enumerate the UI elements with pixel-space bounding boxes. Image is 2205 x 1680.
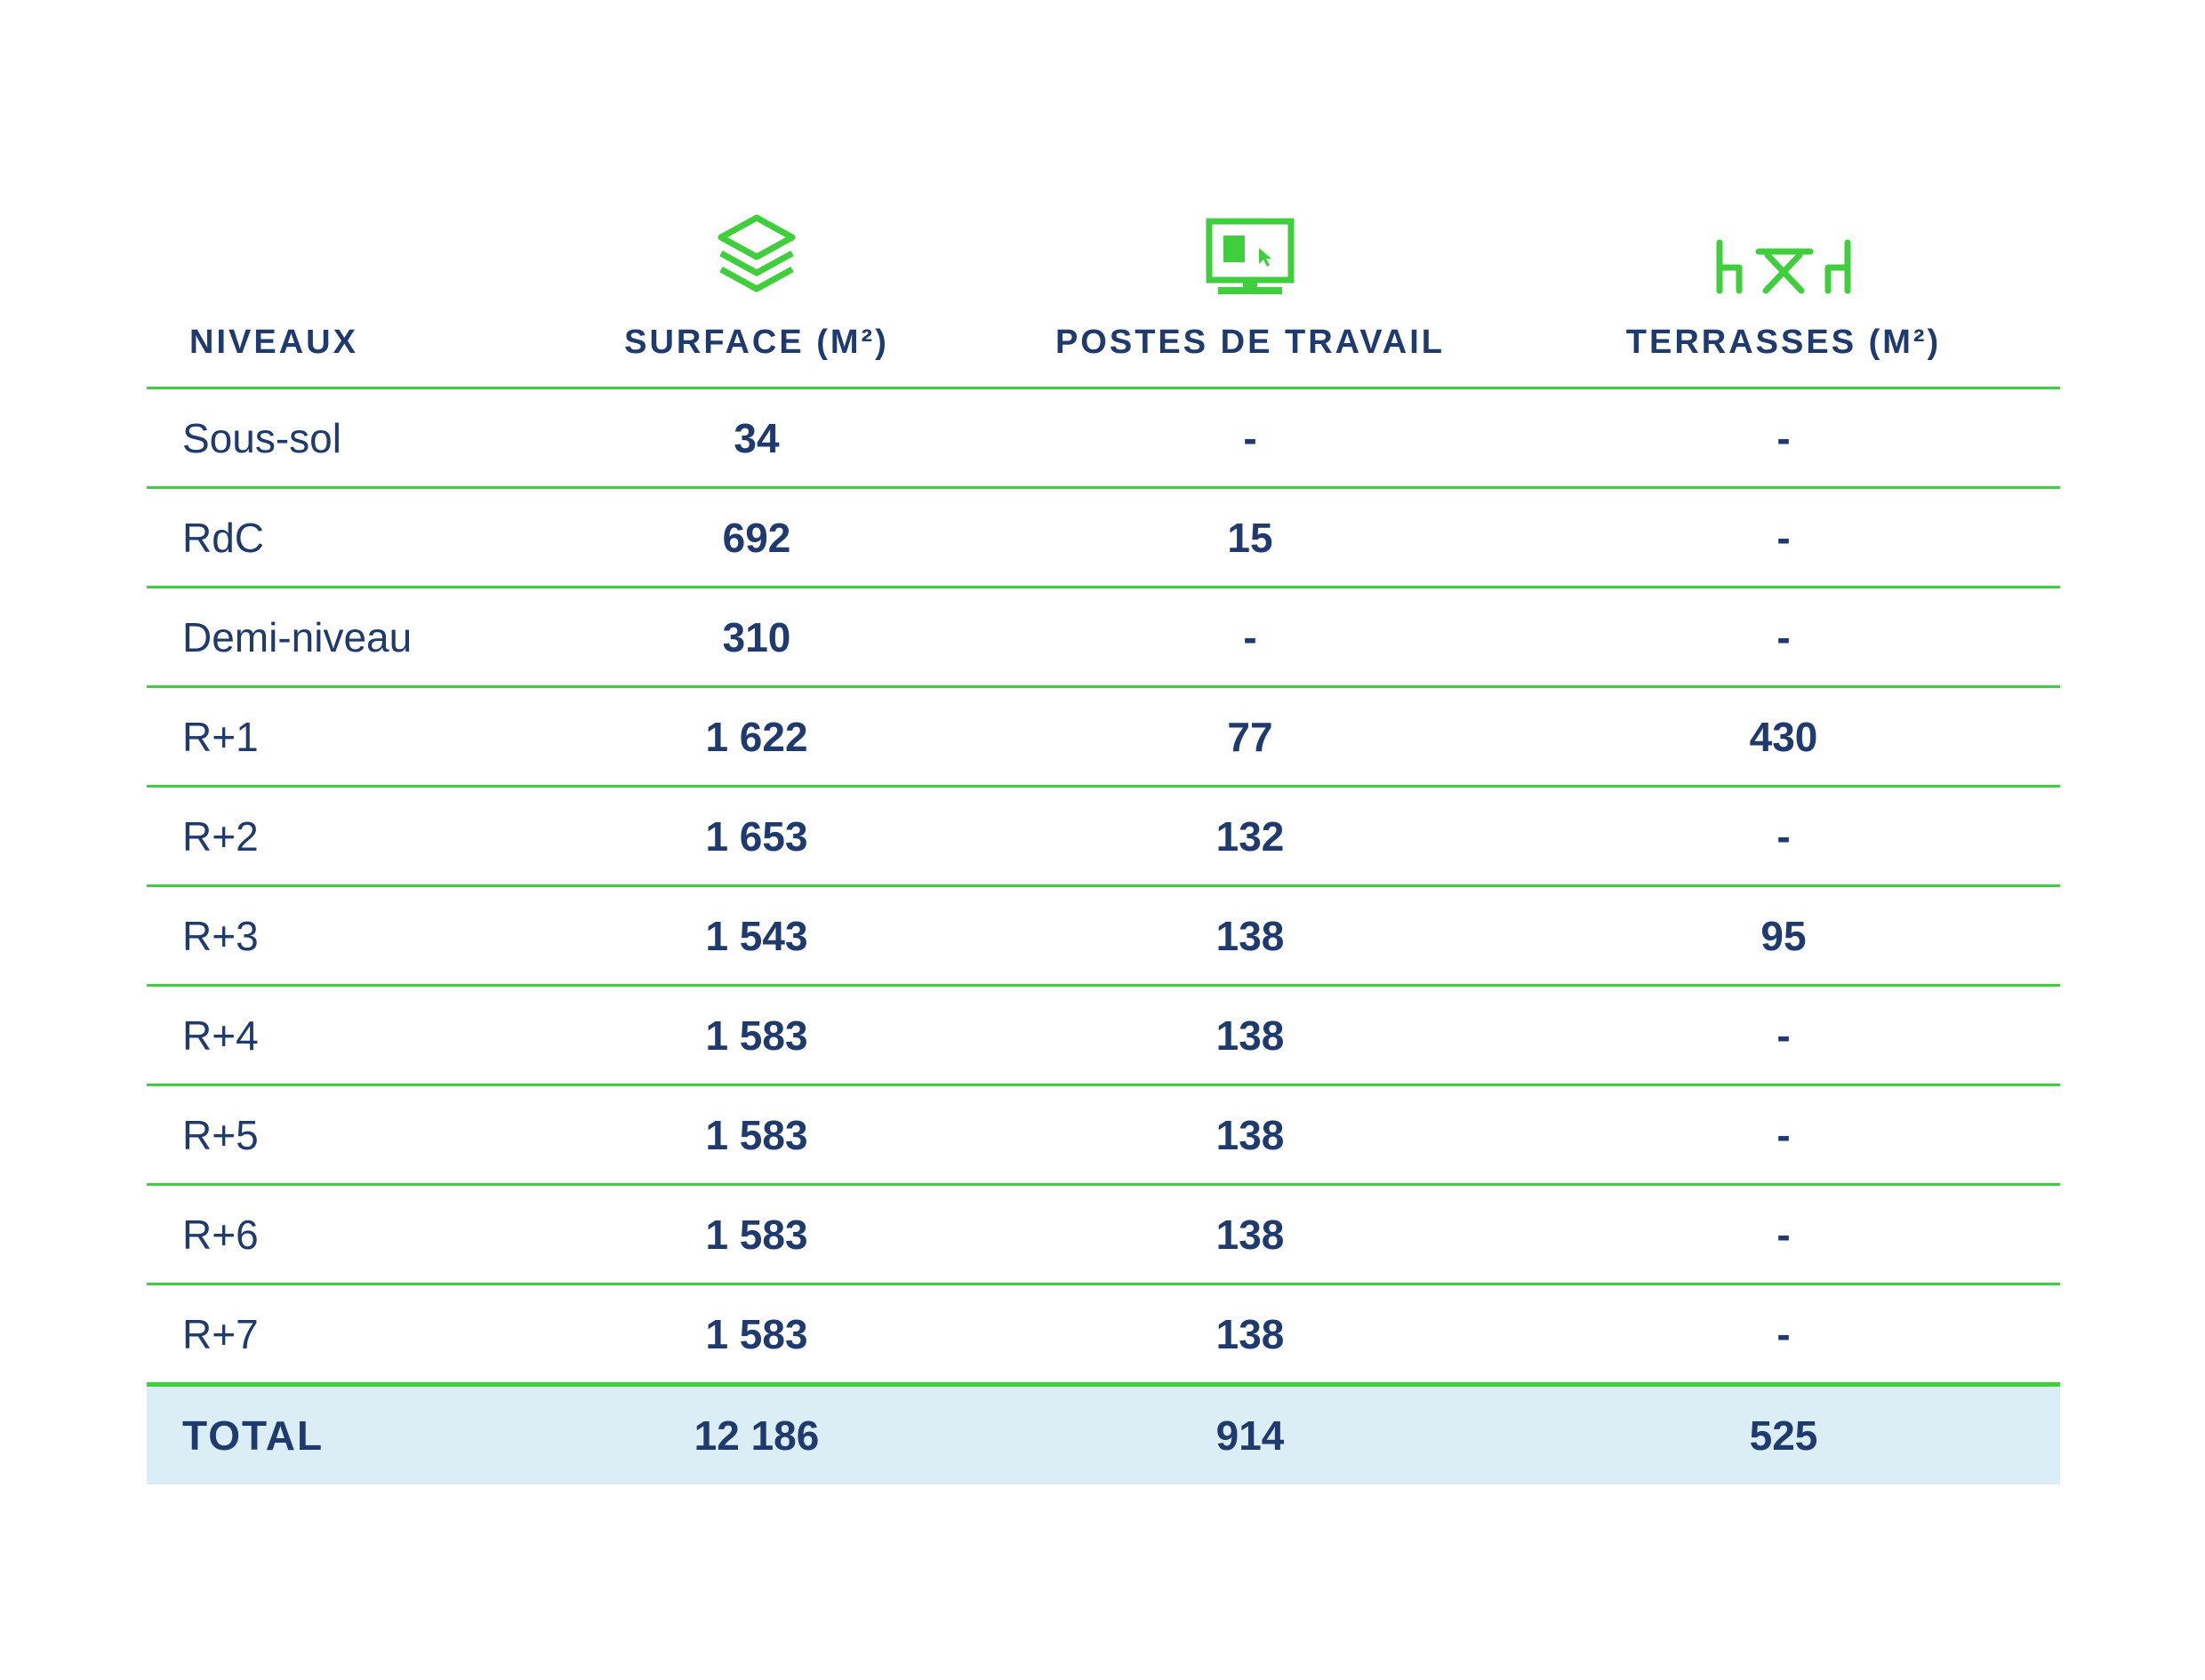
row-postes: 138	[1215, 1012, 1285, 1059]
row-postes: 138	[1215, 1310, 1285, 1357]
row-surface: 34	[734, 414, 780, 461]
row-surface: 1 583	[705, 1310, 808, 1357]
header-niveaux: NIVEAUX	[189, 323, 358, 361]
table-row: R+3 1 543 138 95	[147, 887, 2060, 987]
row-surface: 1 583	[705, 1111, 808, 1158]
row-postes: 138	[1215, 912, 1285, 959]
total-terrasses: 525	[1749, 1412, 1818, 1459]
table-row: R+5 1 583 138 -	[147, 1086, 2060, 1186]
levels-table: NIVEAUX SURFACE (M²) POSTES DE TRAVAIL T…	[147, 191, 2060, 1484]
total-row: TOTAL 12 186 914 525	[147, 1387, 2060, 1484]
icon-cell-surface	[520, 191, 993, 298]
monitor-workstation-icon	[1206, 218, 1295, 294]
row-niveau: R+7	[182, 1310, 259, 1357]
total-postes: 914	[1215, 1412, 1285, 1459]
row-terrasses: -	[1776, 414, 1791, 461]
table-row: RdC 692 15 -	[147, 489, 2060, 588]
total-label: TOTAL	[182, 1412, 325, 1459]
row-terrasses: 430	[1749, 713, 1818, 760]
row-terrasses: -	[1776, 514, 1791, 561]
row-terrasses: -	[1776, 1111, 1791, 1158]
row-surface: 692	[722, 514, 791, 561]
row-postes: -	[1243, 613, 1257, 660]
row-surface: 1 653	[705, 812, 808, 860]
icon-cell-terrasses	[1507, 191, 2060, 298]
layers-icon	[718, 214, 796, 292]
row-postes: 77	[1227, 713, 1273, 760]
row-terrasses: -	[1776, 613, 1791, 660]
table-row: Demi-niveau 310 - -	[147, 588, 2060, 688]
row-postes: 138	[1215, 1211, 1285, 1258]
row-niveau: Demi-niveau	[182, 613, 413, 660]
row-postes: 132	[1215, 812, 1285, 860]
row-surface: 1 583	[705, 1211, 808, 1258]
row-niveau: RdC	[182, 514, 265, 561]
row-terrasses: -	[1776, 1310, 1791, 1357]
header-postes: POSTES DE TRAVAIL	[1054, 323, 1446, 361]
table-row: R+2 1 653 132 -	[147, 788, 2060, 887]
row-terrasses: 95	[1760, 912, 1807, 959]
table-row: R+6 1 583 138 -	[147, 1186, 2060, 1285]
row-surface: 310	[722, 613, 791, 660]
row-niveau: R+1	[182, 713, 259, 760]
table-row: R+1 1 622 77 430	[147, 688, 2060, 788]
row-postes: 15	[1227, 514, 1273, 561]
row-terrasses: -	[1776, 1012, 1791, 1059]
row-niveau: Sous-sol	[182, 414, 341, 461]
row-postes: -	[1243, 414, 1257, 461]
row-surface: 1 622	[705, 713, 808, 760]
row-niveau: R+3	[182, 912, 259, 959]
header-terrasses: TERRASSES (M²)	[1625, 323, 1942, 361]
icon-cell-postes	[993, 191, 1507, 298]
row-niveau: R+2	[182, 812, 259, 860]
table-row: R+4 1 583 138 -	[147, 987, 2060, 1086]
total-surface: 12 186	[694, 1412, 820, 1459]
row-postes: 138	[1215, 1111, 1285, 1158]
table-header: NIVEAUX SURFACE (M²) POSTES DE TRAVAIL T…	[147, 298, 2060, 389]
table-row: R+7 1 583 138 -	[147, 1285, 2060, 1387]
row-terrasses: -	[1776, 1211, 1791, 1258]
row-niveau: R+5	[182, 1111, 259, 1158]
row-niveau: R+4	[182, 1012, 259, 1059]
icon-cell-empty	[147, 191, 520, 298]
row-terrasses: -	[1776, 812, 1791, 860]
row-niveau: R+6	[182, 1211, 259, 1258]
header-surface: SURFACE (M²)	[624, 323, 889, 361]
terrace-table-chairs-icon	[1716, 239, 1851, 294]
icon-row	[147, 191, 2060, 298]
table-row: Sous-sol 34 - -	[147, 389, 2060, 489]
row-surface: 1 543	[705, 912, 808, 959]
row-surface: 1 583	[705, 1012, 808, 1059]
